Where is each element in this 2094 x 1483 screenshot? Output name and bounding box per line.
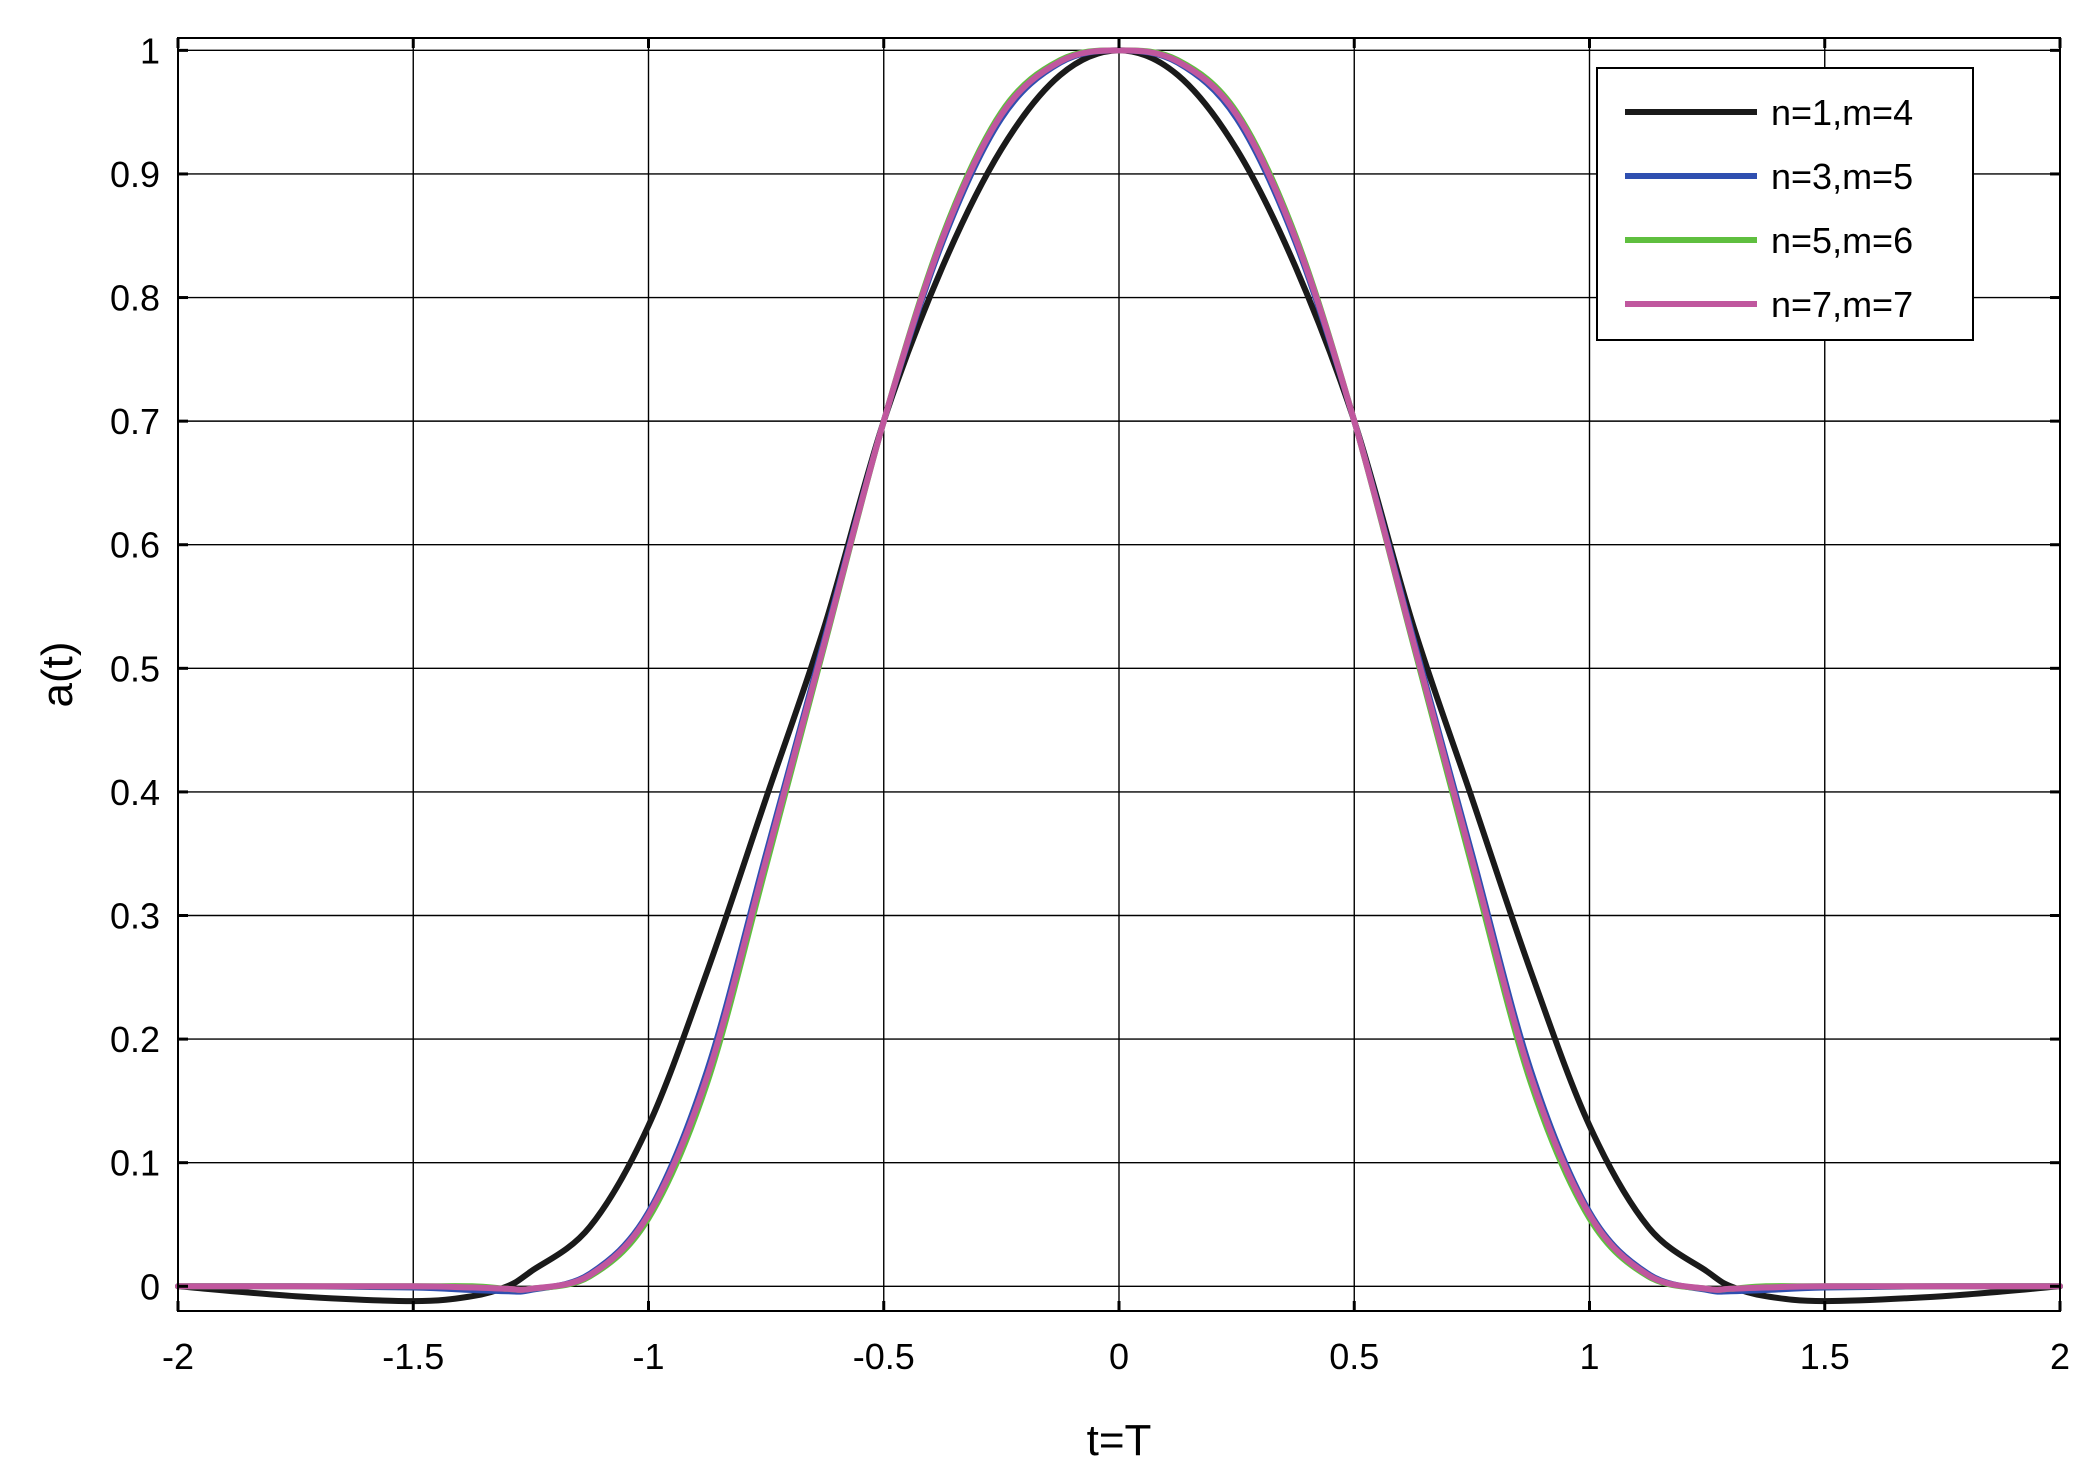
grid (177, 38, 2061, 1311)
ticks (176, 38, 2062, 1311)
y-tick-label: 1 (140, 30, 160, 71)
x-tick-label: 1.5 (1800, 1336, 1850, 1377)
x-tick-label: 0.5 (1329, 1336, 1379, 1377)
y-tick-label: 0.7 (110, 401, 160, 442)
y-tick-label: 0.3 (110, 896, 160, 937)
x-axis-label: t=T (1087, 1416, 1152, 1465)
y-tick-label: 0 (140, 1266, 160, 1307)
x-tick-label: -2 (162, 1336, 194, 1377)
legend-label: n=7,m=7 (1771, 284, 1913, 325)
series-line-4 (175, 47, 2063, 1293)
legend-label: n=3,m=5 (1771, 156, 1913, 197)
x-tick-label: 0 (1109, 1336, 1129, 1377)
y-tick-label: 0.9 (110, 154, 160, 195)
y-tick-label: 0.8 (110, 278, 160, 319)
x-tick-label: -1 (632, 1336, 664, 1377)
x-tick-label: -0.5 (853, 1336, 915, 1377)
legend-label: n=5,m=6 (1771, 220, 1913, 261)
series-group (175, 47, 2063, 1305)
y-tick-labels: 0 0.1 0.2 0.3 0.4 0.5 0.6 0.7 0.8 0.9 1 (110, 30, 160, 1307)
legend-label: n=1,m=4 (1771, 92, 1913, 133)
y-tick-label: 0.4 (110, 772, 160, 813)
legend: n=1,m=4 n=3,m=5 n=5,m=6 n=7,m=7 (1596, 67, 1974, 341)
x-tick-label: 1 (1579, 1336, 1599, 1377)
x-tick-labels: -2 -1.5 -1 -0.5 0 0.5 1 1.5 2 (162, 1336, 2070, 1377)
y-axis-label: a(t) (33, 642, 82, 708)
y-tick-label: 0.2 (110, 1019, 160, 1060)
y-tick-label: 0.1 (110, 1143, 160, 1184)
y-tick-label: 0.5 (110, 648, 160, 689)
x-tick-label: 2 (2050, 1336, 2070, 1377)
x-tick-label: -1.5 (382, 1336, 444, 1377)
y-tick-label: 0.6 (110, 525, 160, 566)
